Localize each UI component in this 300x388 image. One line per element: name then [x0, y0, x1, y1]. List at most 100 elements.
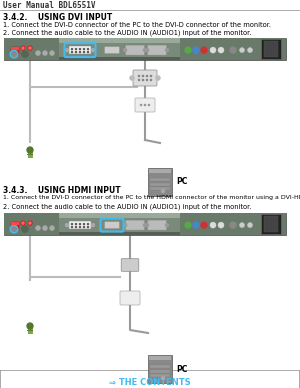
- Bar: [150, 370, 170, 373]
- Circle shape: [10, 50, 19, 59]
- Bar: [4, 38, 59, 60]
- Circle shape: [27, 147, 33, 153]
- Circle shape: [210, 222, 216, 228]
- Circle shape: [193, 47, 199, 53]
- Circle shape: [161, 189, 165, 193]
- Circle shape: [146, 48, 148, 52]
- Circle shape: [218, 47, 224, 53]
- Bar: [149, 356, 171, 360]
- Circle shape: [230, 222, 236, 228]
- FancyBboxPatch shape: [135, 98, 155, 112]
- Bar: [69, 221, 91, 229]
- Circle shape: [71, 48, 73, 50]
- FancyBboxPatch shape: [148, 45, 166, 55]
- Circle shape: [10, 225, 19, 234]
- Circle shape: [22, 50, 28, 57]
- Circle shape: [210, 47, 216, 53]
- Circle shape: [83, 52, 85, 53]
- Text: User Manual BDL6551V: User Manual BDL6551V: [3, 1, 95, 10]
- Bar: [27, 151, 33, 152]
- Circle shape: [161, 376, 165, 380]
- Bar: [180, 38, 286, 60]
- Circle shape: [35, 50, 40, 55]
- Circle shape: [150, 80, 152, 81]
- FancyBboxPatch shape: [104, 47, 119, 54]
- Circle shape: [239, 48, 244, 53]
- FancyBboxPatch shape: [125, 220, 145, 230]
- Circle shape: [83, 48, 85, 50]
- Bar: [27, 326, 33, 328]
- Circle shape: [185, 47, 191, 53]
- Circle shape: [142, 75, 144, 76]
- Circle shape: [155, 76, 160, 80]
- FancyBboxPatch shape: [104, 222, 119, 229]
- Circle shape: [21, 221, 25, 225]
- Text: 2. Connect the audio cable to the AUDIO IN (AUDIO1) input of the monitor.: 2. Connect the audio cable to the AUDIO …: [3, 29, 251, 35]
- Circle shape: [91, 223, 95, 227]
- Bar: [4, 57, 286, 60]
- Circle shape: [148, 104, 150, 106]
- FancyBboxPatch shape: [121, 259, 139, 271]
- Bar: [148, 355, 172, 383]
- Circle shape: [138, 75, 140, 76]
- Circle shape: [50, 225, 55, 230]
- Text: 3.4.3.    USING HDMI INPUT: 3.4.3. USING HDMI INPUT: [3, 186, 121, 195]
- FancyBboxPatch shape: [125, 45, 145, 55]
- Bar: [11, 47, 19, 50]
- Text: 1. Connect the DVI-D connector of the PC to the DVI-D connector of the monitor.: 1. Connect the DVI-D connector of the PC…: [3, 22, 271, 28]
- Bar: [11, 222, 19, 225]
- Circle shape: [166, 48, 169, 52]
- Bar: [150, 183, 170, 186]
- Circle shape: [65, 48, 69, 52]
- Circle shape: [142, 80, 144, 81]
- Circle shape: [43, 225, 47, 230]
- Text: PC: PC: [176, 364, 188, 374]
- Bar: [150, 187, 170, 190]
- Circle shape: [21, 46, 25, 50]
- Circle shape: [22, 225, 28, 232]
- Circle shape: [83, 227, 85, 228]
- Circle shape: [193, 222, 199, 228]
- Bar: [69, 46, 91, 54]
- Bar: [11, 222, 19, 229]
- Text: PC: PC: [176, 177, 188, 187]
- Circle shape: [22, 47, 24, 49]
- Bar: [264, 216, 278, 232]
- Circle shape: [150, 75, 152, 76]
- Circle shape: [130, 76, 134, 80]
- Circle shape: [146, 75, 148, 76]
- Bar: [4, 232, 286, 235]
- Bar: [149, 169, 171, 173]
- Circle shape: [22, 222, 24, 224]
- Circle shape: [140, 104, 142, 106]
- Bar: [4, 38, 286, 43]
- Circle shape: [138, 80, 140, 81]
- Circle shape: [124, 48, 127, 52]
- Circle shape: [146, 80, 148, 81]
- Circle shape: [43, 50, 47, 55]
- Circle shape: [143, 223, 146, 227]
- Circle shape: [27, 323, 33, 329]
- Text: 1. Connect the DVI-D connector of the PC to the HDMI connector of the monitor us: 1. Connect the DVI-D connector of the PC…: [3, 195, 300, 200]
- Circle shape: [28, 221, 32, 225]
- Bar: [4, 213, 286, 235]
- Bar: [28, 326, 32, 334]
- Circle shape: [248, 48, 253, 53]
- Text: 3.4.2.    USING DVI INPUT: 3.4.2. USING DVI INPUT: [3, 13, 112, 22]
- Circle shape: [29, 222, 31, 224]
- Circle shape: [50, 50, 55, 55]
- FancyBboxPatch shape: [148, 220, 166, 230]
- Circle shape: [28, 46, 32, 50]
- Bar: [148, 168, 172, 196]
- Circle shape: [71, 227, 73, 228]
- Bar: [27, 154, 33, 155]
- Text: 2. Connect the audio cable to the AUDIO IN (AUDIO1) input of the monitor.: 2. Connect the audio cable to the AUDIO …: [3, 203, 251, 210]
- Bar: [150, 178, 170, 181]
- Circle shape: [143, 48, 146, 52]
- Circle shape: [166, 223, 169, 227]
- Circle shape: [124, 223, 127, 227]
- Circle shape: [83, 223, 85, 225]
- Bar: [4, 213, 59, 235]
- Circle shape: [35, 225, 40, 230]
- Circle shape: [201, 47, 207, 53]
